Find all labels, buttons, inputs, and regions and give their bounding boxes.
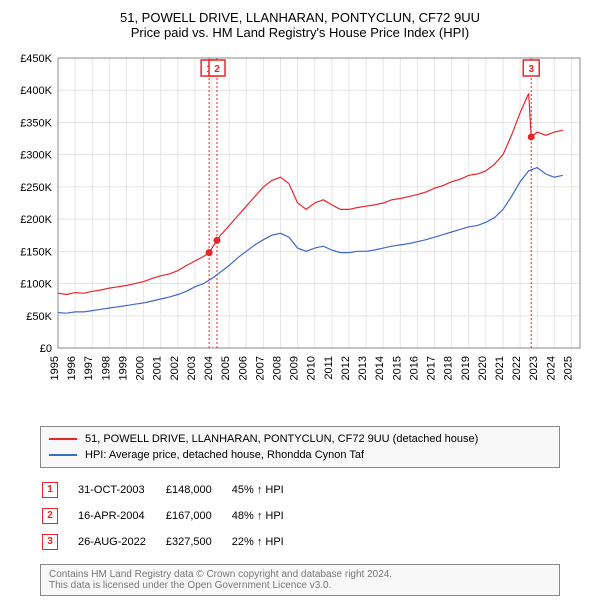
svg-text:2007: 2007 (254, 356, 266, 380)
chart-title: 51, POWELL DRIVE, LLANHARAN, PONTYCLUN, … (10, 10, 590, 40)
svg-text:£150K: £150K (20, 246, 52, 258)
marker-number-box: 2 (42, 508, 58, 524)
footer-line-1: Contains HM Land Registry data © Crown c… (49, 569, 551, 580)
svg-text:2014: 2014 (374, 356, 386, 380)
title-line-2: Price paid vs. HM Land Registry's House … (10, 25, 590, 40)
marker-row: 2 16-APR-2004£167,00048% ↑ HPI (42, 504, 302, 528)
legend-label-property: 51, POWELL DRIVE, LLANHARAN, PONTYCLUN, … (85, 433, 478, 445)
svg-text:£450K: £450K (20, 53, 52, 65)
svg-text:1996: 1996 (66, 356, 78, 380)
legend-item-property: 51, POWELL DRIVE, LLANHARAN, PONTYCLUN, … (49, 431, 551, 447)
svg-text:2010: 2010 (306, 356, 318, 380)
svg-text:£250K: £250K (20, 182, 52, 194)
svg-text:£0: £0 (40, 343, 52, 355)
marker-date: 31-OCT-2003 (78, 478, 164, 502)
svg-text:2024: 2024 (545, 356, 557, 380)
svg-text:3: 3 (528, 64, 534, 75)
svg-text:£400K: £400K (20, 85, 52, 97)
marker-price: £327,500 (166, 530, 230, 554)
svg-text:2013: 2013 (357, 356, 369, 380)
svg-text:1997: 1997 (83, 356, 95, 380)
svg-text:2009: 2009 (289, 356, 301, 380)
marker-price: £148,000 (166, 478, 230, 502)
marker-table: 1 31-OCT-2003£148,00045% ↑ HPI 2 16-APR-200… (40, 476, 304, 556)
svg-text:2008: 2008 (271, 356, 283, 380)
marker-delta: 48% ↑ HPI (232, 504, 302, 528)
legend-swatch-hpi (49, 454, 77, 456)
legend: 51, POWELL DRIVE, LLANHARAN, PONTYCLUN, … (40, 426, 560, 468)
svg-text:2018: 2018 (443, 356, 455, 380)
legend-swatch-property (49, 438, 77, 440)
svg-text:£200K: £200K (20, 214, 52, 226)
svg-text:2002: 2002 (169, 356, 181, 380)
svg-text:2000: 2000 (135, 356, 147, 380)
svg-text:1995: 1995 (49, 356, 61, 380)
svg-text:2012: 2012 (340, 356, 352, 380)
marker-delta: 45% ↑ HPI (232, 478, 302, 502)
legend-item-hpi: HPI: Average price, detached house, Rhon… (49, 447, 551, 463)
svg-text:2005: 2005 (220, 356, 232, 380)
svg-text:£350K: £350K (20, 117, 52, 129)
svg-text:2: 2 (214, 64, 220, 75)
marker-delta: 22% ↑ HPI (232, 530, 302, 554)
footer-attribution: Contains HM Land Registry data © Crown c… (40, 564, 560, 596)
svg-text:2017: 2017 (426, 356, 438, 380)
legend-label-hpi: HPI: Average price, detached house, Rhon… (85, 449, 364, 461)
svg-text:2006: 2006 (237, 356, 249, 380)
svg-text:2015: 2015 (391, 356, 403, 380)
svg-text:2022: 2022 (511, 356, 523, 380)
footer-line-2: This data is licensed under the Open Gov… (49, 580, 551, 591)
svg-text:£300K: £300K (20, 150, 52, 162)
marker-number-box: 3 (42, 534, 58, 550)
svg-text:2011: 2011 (323, 356, 335, 380)
svg-text:£50K: £50K (26, 311, 52, 323)
marker-row: 1 31-OCT-2003£148,00045% ↑ HPI (42, 478, 302, 502)
marker-price: £167,000 (166, 504, 230, 528)
marker-date: 16-APR-2004 (78, 504, 164, 528)
svg-text:2003: 2003 (186, 356, 198, 380)
marker-date: 26-AUG-2022 (78, 530, 164, 554)
marker-number-box: 1 (42, 482, 58, 498)
svg-text:2004: 2004 (203, 356, 215, 380)
chart-plot-area: £0 £50K £100K £150K £200K £250K £300K £350K £400… (10, 48, 590, 418)
svg-text:2020: 2020 (477, 356, 489, 380)
svg-text:2016: 2016 (408, 356, 420, 380)
svg-text:£100K: £100K (20, 279, 52, 291)
title-line-1: 51, POWELL DRIVE, LLANHARAN, PONTYCLUN, … (10, 10, 590, 25)
svg-text:2021: 2021 (494, 356, 506, 380)
svg-text:2001: 2001 (152, 356, 164, 380)
chart-svg: £0 £50K £100K £150K £200K £250K £300K £350K £400… (10, 48, 590, 418)
svg-text:2025: 2025 (562, 356, 574, 380)
svg-text:2019: 2019 (460, 356, 472, 380)
svg-text:2023: 2023 (528, 356, 540, 380)
svg-text:1999: 1999 (117, 356, 129, 380)
svg-text:1998: 1998 (100, 356, 112, 380)
marker-row: 3 26-AUG-2022£327,50022% ↑ HPI (42, 530, 302, 554)
